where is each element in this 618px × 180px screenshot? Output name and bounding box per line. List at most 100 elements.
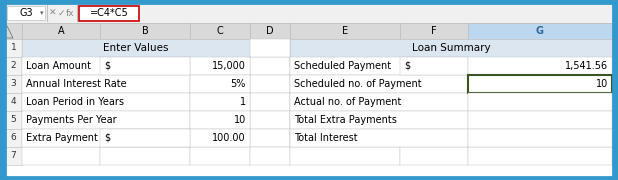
Text: Loan Period in Years: Loan Period in Years [26,97,124,107]
Text: Total Interest: Total Interest [294,133,358,143]
Text: Scheduled Payment: Scheduled Payment [294,61,391,71]
Bar [190,147,250,165]
Bar [250,57,290,75]
Bar [190,57,250,75]
Bar [190,129,250,147]
Bar [100,129,190,147]
Bar [79,6,139,21]
Bar [7,6,45,20]
Text: Loan Amount: Loan Amount [26,61,91,71]
Bar [250,75,290,93]
Bar [290,129,400,147]
Bar [290,57,400,75]
Text: ▾: ▾ [40,10,44,16]
Text: G3: G3 [19,8,33,18]
Text: Scheduled no. of Payment: Scheduled no. of Payment [294,79,421,89]
Bar [290,129,468,147]
Text: $: $ [104,61,110,71]
Bar [100,23,190,39]
Bar [100,129,190,147]
Bar [468,75,612,93]
Bar [100,93,190,111]
Text: 10: 10 [234,115,246,125]
Bar [190,75,250,93]
Text: 10: 10 [596,79,608,89]
Bar [22,129,190,147]
Bar [22,23,100,39]
Bar [400,147,468,165]
Bar [290,93,400,111]
Bar [290,111,468,129]
Bar [400,57,468,75]
Text: F: F [431,26,437,36]
Bar [400,93,468,111]
Bar [5,39,22,57]
Bar [400,129,468,147]
Text: Extra Payment: Extra Payment [26,133,98,143]
Bar [468,111,612,129]
Bar [190,111,250,129]
Text: Actual no. of Payment: Actual no. of Payment [294,97,401,107]
Bar [400,75,468,93]
Text: ✓: ✓ [57,8,65,17]
Text: Enter Values: Enter Values [103,43,169,53]
Bar [22,129,100,147]
Bar [22,111,100,129]
Text: G: G [536,26,544,36]
Bar [22,93,190,111]
Bar [468,93,612,111]
Bar [100,147,190,165]
Bar [250,39,290,57]
Text: fx: fx [66,8,74,17]
Bar [190,129,250,147]
Bar [5,147,22,165]
Bar [190,57,250,75]
Bar [190,39,250,57]
Text: E: E [342,26,348,36]
Bar [250,23,290,39]
Bar [100,75,190,93]
Text: 1: 1 [11,44,16,53]
Bar [468,129,612,147]
Text: 1: 1 [240,97,246,107]
Bar [190,111,250,129]
Bar [290,75,400,93]
Bar [22,57,100,75]
Text: 7: 7 [11,152,16,161]
Text: 1,541.56: 1,541.56 [565,61,608,71]
Bar [468,129,612,147]
Bar [400,111,468,129]
Bar [100,39,190,57]
Text: Annual Interest Rate: Annual Interest Rate [26,79,127,89]
Bar [190,23,250,39]
Bar [290,39,612,57]
Bar [190,75,250,93]
Bar [5,93,22,111]
Bar [22,147,100,165]
Text: Total Extra Payments: Total Extra Payments [294,115,397,125]
Text: 5: 5 [11,116,16,125]
Bar [290,57,468,75]
Bar [400,57,468,75]
Bar [190,93,250,111]
Text: 6: 6 [11,134,16,143]
Text: 2: 2 [11,62,16,71]
Text: $: $ [104,133,110,143]
Bar [250,111,290,129]
Bar [468,93,612,111]
Bar [290,39,400,57]
Bar [5,3,613,23]
Bar [468,57,612,75]
Bar [250,147,290,165]
Bar [100,57,190,75]
Bar [22,39,250,57]
Bar [100,111,190,129]
Bar [22,111,190,129]
Text: ✕: ✕ [49,8,57,17]
Bar [250,93,290,111]
Bar [5,129,22,147]
Bar [290,111,400,129]
Bar [5,23,612,39]
Bar [290,147,400,165]
Text: =C4*C5: =C4*C5 [90,8,129,18]
